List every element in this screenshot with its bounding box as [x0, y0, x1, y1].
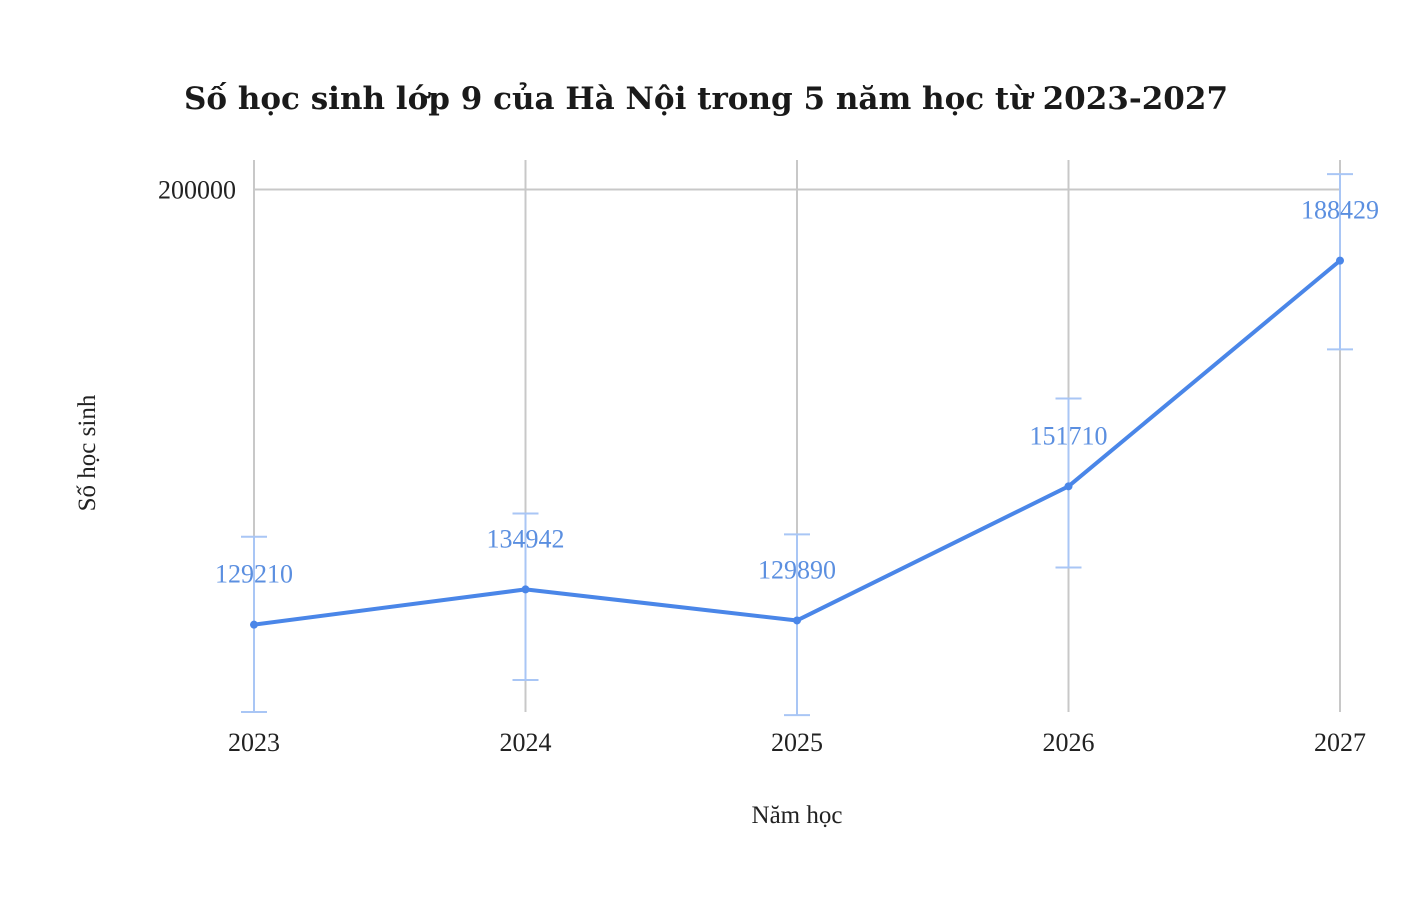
error-bar-2025 — [784, 533, 810, 717]
x-tick-label-2025: 2025 — [771, 728, 823, 757]
chart-title: Số học sinh lớp 9 của Hà Nội trong 5 năm… — [184, 80, 1228, 117]
data-point-2023 — [250, 620, 258, 629]
data-label-2024: 134942 — [487, 524, 565, 553]
x-tick-label-2023: 2023 — [228, 728, 280, 757]
x-tick-label-2027: 2027 — [1314, 728, 1366, 757]
y-tick-label: 200000 — [158, 176, 236, 205]
x-axis-label: Năm học — [752, 802, 843, 829]
data-point-2026 — [1064, 482, 1073, 491]
data-label-2026: 151710 — [1030, 421, 1108, 450]
x-tick-label-2026: 2026 — [1043, 728, 1095, 757]
y-axis-label: Số học sinh — [74, 394, 101, 511]
data-point-2027 — [1336, 256, 1344, 265]
data-label-2025: 129890 — [758, 555, 836, 584]
data-points — [250, 256, 1344, 629]
data-labels: 129210 134942 129890 151710 188429 — [215, 196, 1379, 589]
error-bar-2024 — [512, 512, 539, 682]
x-tick-label-2024: 2024 — [500, 728, 552, 757]
data-point-2025 — [793, 616, 801, 625]
error-bars — [241, 173, 1353, 717]
data-label-2027: 188429 — [1301, 196, 1379, 225]
data-label-2023: 129210 — [215, 560, 293, 589]
axis-ticks: 200000 2023 2024 2025 2026 2027 — [158, 176, 1366, 757]
data-point-2024 — [521, 585, 530, 594]
